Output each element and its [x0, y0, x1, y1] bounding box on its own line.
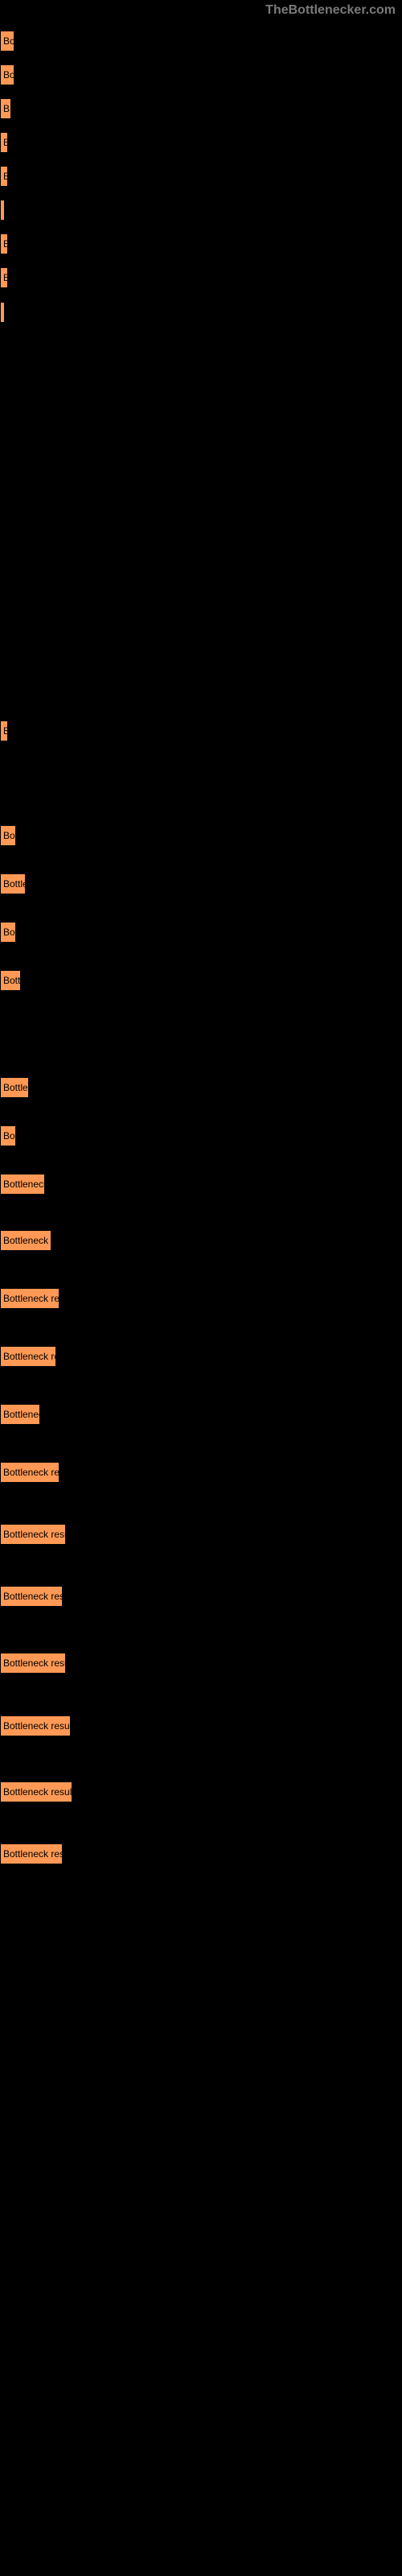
bar: Bottleneck result — [0, 1524, 66, 1545]
bar-row: B — [0, 233, 8, 254]
bar: Bo — [0, 31, 14, 52]
bar: Bottleneck re — [0, 1230, 51, 1251]
bar: Bottlen — [0, 1077, 29, 1098]
bar: Bo — [0, 1125, 16, 1146]
bar: B — [0, 98, 11, 119]
bar-row: Bott — [0, 970, 21, 991]
bar: Bottleneck res — [0, 1462, 59, 1483]
bar-row: Bottleneck — [0, 1174, 45, 1195]
bar-row: Bo — [0, 922, 16, 943]
bar-row: Bottleneck resu — [0, 1586, 63, 1607]
bar-row: Bottleneck re — [0, 1346, 56, 1367]
bar: Bottleneck result r — [0, 1781, 72, 1802]
bar: B — [0, 267, 8, 288]
bar: Bottleneck re — [0, 1346, 56, 1367]
bar-row: Bottleneck re — [0, 1230, 51, 1251]
bar: Bo — [0, 825, 16, 846]
bar-row: Bottleneck result r — [0, 1781, 72, 1802]
bar-row: Bottleneck res — [0, 1288, 59, 1309]
bottleneck-chart: TheBottlenecker.com BoBoBBBBBBBoBottleBo… — [0, 0, 402, 2576]
bar: Bottleneck resu — [0, 1586, 63, 1607]
bar-row: Bottle — [0, 873, 26, 894]
bar-row: B — [0, 98, 11, 119]
bar: B — [0, 233, 8, 254]
bar: Bo — [0, 922, 16, 943]
bar-row: Bo — [0, 825, 16, 846]
bar-row: Bottleneck res — [0, 1462, 59, 1483]
bar: B — [0, 166, 8, 187]
bar — [0, 200, 5, 221]
bar-row — [0, 200, 5, 221]
bar-row: Bottleneck resu — [0, 1843, 63, 1864]
bar-row: Bo — [0, 64, 14, 85]
bar: Bottleneck resu — [0, 1843, 63, 1864]
bar-row: Bo — [0, 31, 14, 52]
bar-row — [0, 302, 5, 323]
bar: Bottleneck — [0, 1404, 40, 1425]
bar: Bottle — [0, 873, 26, 894]
bar-row: B — [0, 166, 8, 187]
bar — [0, 302, 5, 323]
bar-row: Bottleneck result — [0, 1653, 66, 1674]
bar-row: Bottleneck result — [0, 1715, 71, 1736]
bar: Bo — [0, 64, 14, 85]
bar-row: B — [0, 132, 8, 153]
bar-row: B — [0, 267, 8, 288]
bar-row: B — [0, 720, 8, 741]
watermark-text: TheBottlenecker.com — [265, 3, 396, 18]
bar-row: Bottleneck result — [0, 1524, 66, 1545]
bar: Bottleneck result — [0, 1715, 71, 1736]
bar: B — [0, 720, 8, 741]
bar: Bottleneck — [0, 1174, 45, 1195]
bar: Bott — [0, 970, 21, 991]
bar-row: Bo — [0, 1125, 16, 1146]
bar-row: Bottlen — [0, 1077, 29, 1098]
bar: Bottleneck res — [0, 1288, 59, 1309]
bar: B — [0, 132, 8, 153]
bar-row: Bottleneck — [0, 1404, 40, 1425]
bar: Bottleneck result — [0, 1653, 66, 1674]
